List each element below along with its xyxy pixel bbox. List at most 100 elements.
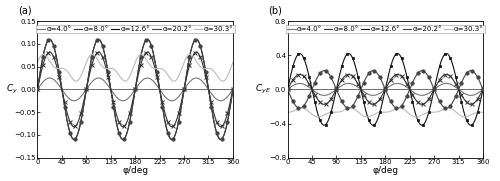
α=30.3° (73, 80, 79, 82)
α=4.0° (420, 94, 426, 96)
Line: α=4.0°: α=4.0° (288, 83, 483, 95)
α=12.6° (34, 88, 40, 90)
α=4.0° (230, 88, 236, 90)
α=30.3° (308, 112, 314, 115)
Line: α=8.0°: α=8.0° (288, 74, 483, 104)
α=12.6° (284, 88, 290, 90)
α=8.0° (230, 88, 236, 90)
α=30.3° (364, 116, 370, 118)
α=20.2° (346, 107, 352, 109)
α=8.0° (480, 88, 486, 90)
α=20.2° (34, 88, 40, 90)
α=8.0° (58, 83, 64, 85)
α=12.6° (321, 124, 327, 126)
α=8.0° (58, 84, 64, 86)
α=4.0° (34, 88, 40, 90)
α=20.2° (420, 70, 426, 72)
α=12.6° (96, 38, 102, 40)
α=20.2° (186, 61, 192, 63)
α=4.0° (480, 88, 486, 90)
α=4.0° (46, 77, 52, 79)
α=8.0° (297, 73, 303, 75)
α=12.6° (436, 69, 442, 71)
α=30.3° (420, 113, 426, 116)
α=8.0° (346, 73, 352, 75)
α=20.2° (297, 107, 303, 109)
α=20.2° (47, 38, 53, 40)
α=20.2° (71, 138, 77, 141)
α=20.2° (46, 38, 52, 40)
α=20.2° (230, 88, 236, 90)
α=30.3° (230, 61, 236, 64)
α=4.0° (284, 88, 290, 90)
Y-axis label: $C_y$: $C_y$ (6, 83, 18, 96)
α=4.0° (71, 100, 77, 102)
α=8.0° (170, 125, 175, 128)
X-axis label: φ/deg: φ/deg (122, 167, 148, 175)
α=12.6° (58, 83, 64, 85)
α=12.6° (308, 83, 314, 85)
Line: α=12.6°: α=12.6° (38, 39, 233, 140)
α=12.6° (170, 138, 175, 140)
α=8.0° (71, 126, 77, 128)
α=8.0° (47, 51, 53, 53)
α=30.3° (170, 80, 175, 82)
α=30.3° (297, 107, 303, 110)
α=30.3° (186, 54, 192, 56)
α=4.0° (58, 87, 64, 89)
α=12.6° (480, 88, 486, 90)
α=20.2° (308, 90, 314, 92)
α=8.0° (321, 103, 327, 105)
α=12.6° (346, 52, 352, 55)
α=8.0° (96, 51, 102, 53)
α=8.0° (186, 68, 192, 70)
α=12.6° (420, 124, 426, 126)
Legend: α=4.0°, α=8.0°, α=12.6°, α=20.2°, α=30.3°: α=4.0°, α=8.0°, α=12.6°, α=20.2°, α=30.3… (286, 25, 485, 33)
α=8.0° (284, 88, 290, 90)
α=8.0° (420, 103, 426, 105)
α=20.2° (284, 88, 290, 90)
α=4.0° (186, 82, 192, 84)
α=8.0° (436, 80, 442, 82)
α=12.6° (71, 138, 77, 141)
α=8.0° (308, 86, 314, 88)
α=20.2° (480, 88, 486, 90)
α=30.3° (346, 107, 352, 110)
α=4.0° (321, 94, 327, 96)
α=30.3° (40, 53, 46, 55)
α=4.0° (58, 87, 64, 89)
α=4.0° (346, 82, 352, 85)
α=30.3° (96, 60, 102, 62)
α=20.2° (296, 107, 302, 109)
α=20.2° (170, 138, 175, 140)
α=12.6° (47, 38, 53, 40)
Y-axis label: $C_{yE}$: $C_{yE}$ (256, 83, 272, 96)
Line: α=20.2°: α=20.2° (38, 39, 233, 140)
α=20.2° (321, 70, 327, 72)
α=30.3° (34, 61, 40, 64)
α=12.6° (297, 52, 303, 55)
α=20.2° (308, 91, 314, 93)
α=4.0° (47, 77, 53, 79)
α=30.3° (308, 112, 314, 114)
Line: α=12.6°: α=12.6° (288, 54, 483, 125)
α=20.2° (96, 38, 102, 40)
Line: α=30.3°: α=30.3° (38, 54, 233, 81)
Legend: α=4.0°, α=8.0°, α=12.6°, α=20.2°, α=30.3°: α=4.0°, α=8.0°, α=12.6°, α=20.2°, α=30.3… (36, 25, 234, 33)
Line: α=8.0°: α=8.0° (38, 52, 233, 127)
α=12.6° (186, 61, 192, 63)
α=8.0° (46, 51, 52, 53)
α=12.6° (230, 88, 236, 90)
α=20.2° (58, 81, 64, 83)
α=4.0° (96, 77, 102, 79)
Line: α=30.3°: α=30.3° (288, 108, 483, 117)
α=12.6° (46, 38, 52, 40)
Text: (a): (a) (18, 6, 32, 16)
α=8.0° (308, 87, 314, 89)
X-axis label: φ/deg: φ/deg (372, 167, 398, 175)
α=8.0° (296, 73, 302, 75)
α=4.0° (308, 88, 314, 90)
Line: α=20.2°: α=20.2° (288, 71, 483, 108)
α=12.6° (58, 81, 64, 83)
α=20.2° (58, 83, 64, 85)
